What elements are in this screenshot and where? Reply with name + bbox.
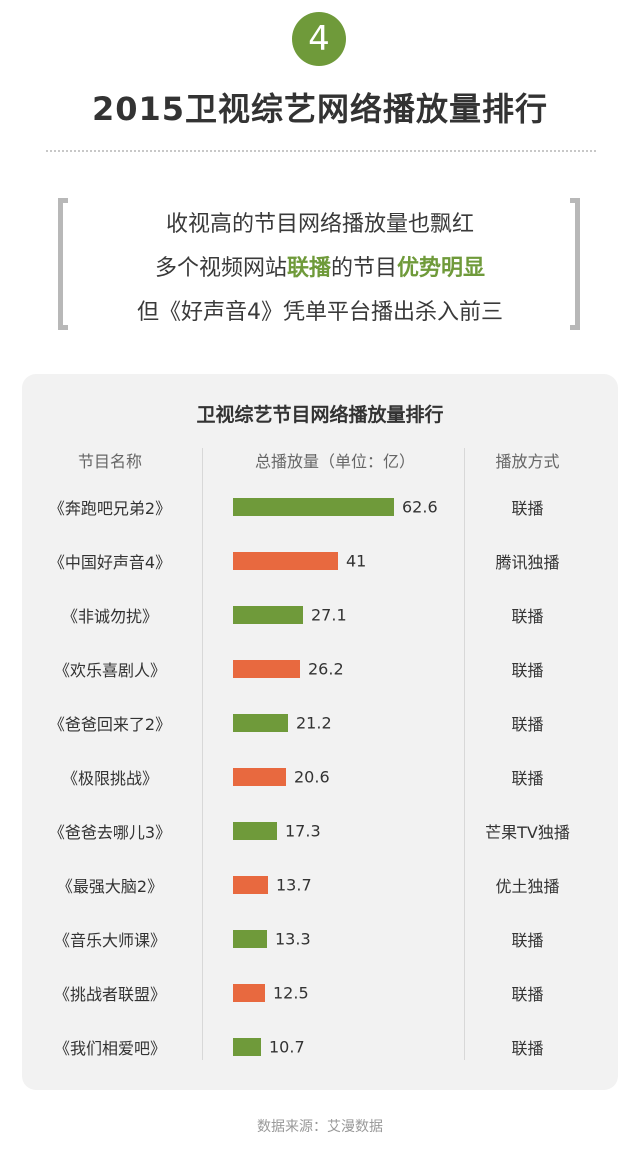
program-name: 《中国好声音4》: [48, 553, 172, 572]
column-header-mode: 播放方式: [495, 452, 560, 471]
program-name: 《最强大脑2》: [56, 877, 164, 896]
broadcast-mode: 联播: [511, 985, 544, 1004]
program-name: 《我们相爱吧》: [53, 1039, 166, 1058]
bar-value-label: 27.1: [311, 605, 347, 625]
dotted-divider: [46, 150, 596, 152]
broadcast-mode: 联播: [511, 607, 544, 626]
program-name: 《音乐大师课》: [53, 931, 166, 950]
section-number-badge: 4: [292, 12, 346, 66]
bar-value-label: 10.7: [269, 1037, 305, 1057]
bar-value-label: 41: [346, 551, 367, 571]
broadcast-mode: 联播: [511, 715, 544, 734]
broadcast-mode: 腾讯独播: [495, 553, 560, 572]
chart-panel: [22, 374, 618, 1090]
broadcast-mode: 联播: [511, 661, 544, 680]
bar: [233, 876, 268, 894]
broadcast-mode: 联播: [511, 1039, 544, 1058]
data-source: 数据来源：艾漫数据: [257, 1119, 383, 1135]
page-title: 2015卫视综艺网络播放量排行: [91, 90, 549, 128]
program-name: 《非诚勿扰》: [61, 607, 158, 626]
program-name: 《奔跑吧兄弟2》: [48, 499, 172, 518]
bar-value-label: 21.2: [296, 713, 332, 733]
bar-value-label: 26.2: [308, 659, 344, 679]
bar-value-label: 20.6: [294, 767, 330, 787]
quote-line-2: 多个视频网站联播的节目优势明显: [80, 250, 560, 282]
quote-highlight: 联播: [286, 256, 331, 281]
program-name: 《挑战者联盟》: [53, 985, 166, 1004]
bar: [233, 660, 300, 678]
quote-line-1: 收视高的节目网络播放量也飘红: [165, 212, 474, 237]
column-divider: [464, 448, 465, 1060]
bar: [233, 930, 267, 948]
bar: [233, 1038, 261, 1056]
chart-title: 卫视综艺节目网络播放量排行: [196, 404, 444, 426]
column-header-views: 总播放量（单位：亿）: [254, 452, 415, 471]
column-header-name: 节目名称: [77, 452, 142, 471]
bar: [233, 822, 277, 840]
broadcast-mode: 联播: [511, 931, 544, 950]
bar-value-label: 13.7: [276, 875, 312, 895]
quote-line-3: 但《好声音4》凭单平台播出杀入前三: [137, 300, 503, 325]
quote-text: 多个视频网站: [154, 256, 287, 281]
bar: [233, 498, 394, 516]
program-name: 《爸爸回来了2》: [48, 715, 172, 734]
bar-value-label: 12.5: [273, 983, 309, 1003]
left-bracket-decoration: [58, 198, 68, 330]
column-divider: [202, 448, 203, 1060]
bar: [233, 552, 338, 570]
program-name: 《爸爸去哪儿3》: [48, 823, 172, 842]
quote-highlight: 优势明显: [397, 256, 486, 281]
broadcast-mode: 优土独播: [495, 877, 560, 896]
broadcast-mode: 联播: [511, 499, 544, 518]
broadcast-mode: 联播: [511, 769, 544, 788]
quote-text: 的节目: [331, 256, 398, 281]
right-bracket-decoration: [570, 198, 580, 330]
bar-value-label: 62.6: [402, 497, 438, 517]
program-name: 《极限挑战》: [61, 769, 158, 788]
bar-value-label: 13.3: [275, 929, 311, 949]
bar: [233, 714, 288, 732]
broadcast-mode: 芒果TV独播: [485, 823, 570, 842]
bar: [233, 984, 265, 1002]
bar: [233, 768, 286, 786]
bar: [233, 606, 303, 624]
bar-value-label: 17.3: [285, 821, 321, 841]
program-name: 《欢乐喜剧人》: [53, 661, 166, 680]
